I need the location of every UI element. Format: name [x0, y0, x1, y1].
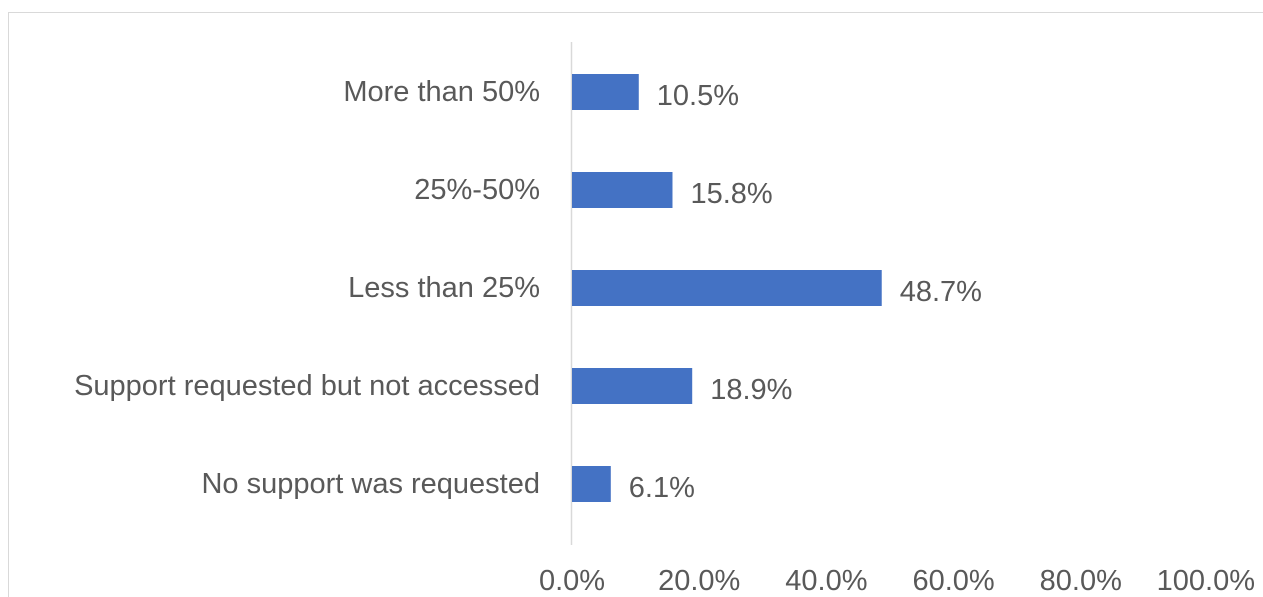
category-label: More than 50%: [343, 76, 540, 108]
bars: [572, 74, 882, 502]
data-labels: 10.5% 15.8% 48.7% 18.9% 6.1%: [629, 80, 982, 504]
data-label: 48.7%: [900, 276, 982, 308]
bar: [572, 172, 673, 208]
category-label: 25%-50%: [414, 174, 540, 206]
data-label: 6.1%: [629, 472, 695, 504]
data-label: 15.8%: [690, 178, 772, 210]
x-axis-tick-label: 100.0%: [1157, 565, 1255, 597]
x-axis-tick-label: 20.0%: [658, 565, 740, 597]
category-label: No support was requested: [201, 468, 540, 500]
category-label: Less than 25%: [348, 272, 540, 304]
x-axis-tick-label: 40.0%: [785, 565, 867, 597]
bar: [572, 466, 611, 502]
x-axis-tick-label: 60.0%: [912, 565, 994, 597]
chart-frame: [8, 12, 1263, 597]
data-label: 10.5%: [657, 80, 739, 112]
bar: [572, 74, 639, 110]
data-label: 18.9%: [710, 374, 792, 406]
bar: [572, 270, 882, 306]
x-axis-tick-label: 80.0%: [1040, 565, 1122, 597]
bar: [572, 368, 693, 404]
x-axis-tick-labels: 0.0% 20.0% 40.0% 60.0% 80.0% 100.0%: [539, 565, 1255, 597]
category-labels: More than 50% 25%-50% Less than 25% Support…: [74, 76, 540, 500]
category-label: Support requested but not accessed: [74, 370, 540, 402]
x-axis-tick-label: 0.0%: [539, 565, 605, 597]
